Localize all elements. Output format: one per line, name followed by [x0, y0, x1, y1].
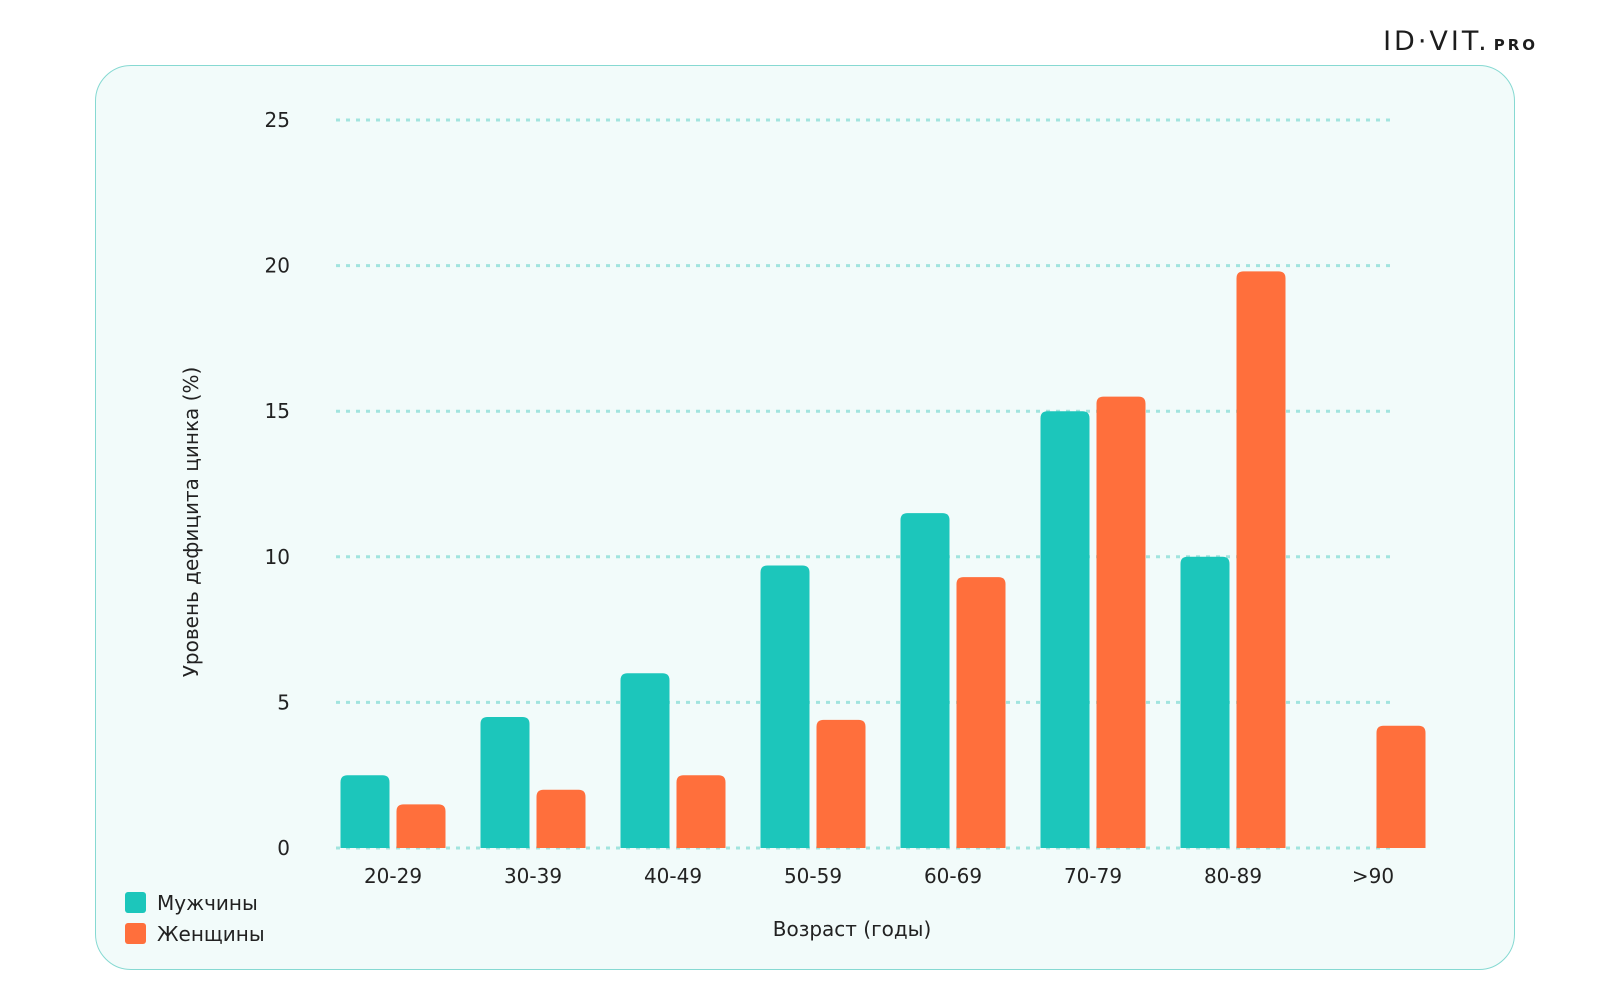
- y-tick-label: 10: [265, 545, 290, 569]
- legend-label-women: Женщины: [157, 921, 265, 946]
- bar-women: [396, 804, 446, 848]
- y-tick-label: 0: [277, 836, 290, 860]
- bar-women: [1096, 396, 1146, 848]
- y-tick-label: 5: [277, 690, 290, 714]
- bar-men: [340, 775, 390, 848]
- y-axis-label: Уровень дефицита цинка (%): [179, 367, 203, 678]
- x-tick-label: 80-89: [1204, 864, 1262, 888]
- legend-item-women: Женщины: [125, 918, 265, 949]
- bar-women: [676, 775, 726, 848]
- x-tick-label: 50-59: [784, 864, 842, 888]
- x-axis-label: Возраст (годы): [773, 917, 932, 941]
- bar-men: [1040, 411, 1090, 848]
- brand-sub: PRO: [1493, 36, 1538, 54]
- x-tick-label: 60-69: [924, 864, 982, 888]
- bar-women: [816, 719, 866, 848]
- legend: Мужчины Женщины: [125, 887, 265, 949]
- bar-men: [620, 673, 670, 848]
- bar-men: [480, 716, 530, 848]
- bar-men: [760, 565, 810, 848]
- legend-label-men: Мужчины: [157, 890, 258, 915]
- y-tick-label: 20: [265, 254, 290, 278]
- x-tick-label: 40-49: [644, 864, 702, 888]
- x-tick-label: 20-29: [364, 864, 422, 888]
- bar-women: [956, 577, 1006, 848]
- x-tick-label: 30-39: [504, 864, 562, 888]
- y-tick-label: 15: [265, 399, 290, 423]
- legend-swatch-men: [125, 892, 146, 913]
- x-tick-label: >90: [1352, 864, 1394, 888]
- bar-women: [1376, 725, 1426, 848]
- bar-men: [1180, 556, 1230, 848]
- legend-swatch-women: [125, 923, 146, 944]
- bars: [340, 271, 1426, 848]
- bar-women: [1236, 271, 1286, 848]
- y-axis-ticks: 0 5 10 15 20 25: [265, 108, 290, 860]
- bar-men: [900, 513, 950, 848]
- x-axis-ticks: 20-29 30-39 40-49 50-59 60-69 70-79 80-89 >90: [364, 864, 1394, 888]
- y-tick-label: 25: [265, 108, 290, 132]
- bar-women: [536, 789, 586, 848]
- legend-item-men: Мужчины: [125, 887, 265, 918]
- x-tick-label: 70-79: [1064, 864, 1122, 888]
- brand-main: ID·VIT.: [1383, 26, 1490, 57]
- brand-logo: ID·VIT. PRO: [1383, 26, 1538, 57]
